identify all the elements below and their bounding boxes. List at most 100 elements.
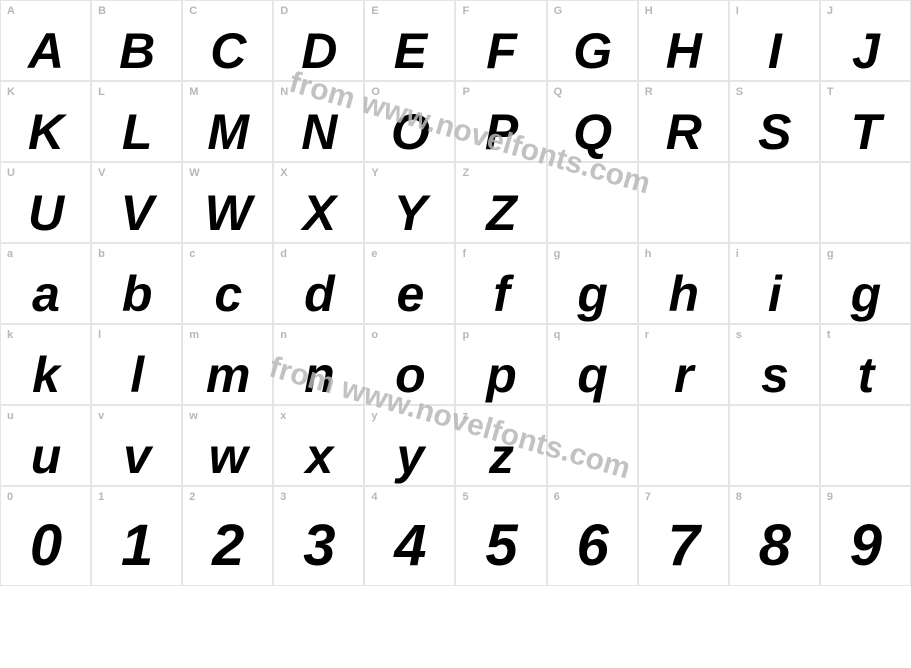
glyph-cell: 44 bbox=[364, 486, 455, 586]
cell-label: d bbox=[280, 248, 287, 260]
glyph-cell: EE bbox=[364, 0, 455, 81]
cell-label: W bbox=[189, 167, 199, 179]
cell-label: 3 bbox=[280, 491, 286, 503]
cell-label: R bbox=[645, 86, 653, 98]
glyph-cell: 99 bbox=[820, 486, 911, 586]
cell-label: y bbox=[371, 410, 377, 422]
glyph-cell: xx bbox=[273, 405, 364, 486]
cell-glyph: P bbox=[456, 107, 545, 157]
cell-label: n bbox=[280, 329, 287, 341]
glyph-cell: LL bbox=[91, 81, 182, 162]
glyph-cell: tt bbox=[820, 324, 911, 405]
cell-glyph: Z bbox=[456, 188, 545, 238]
cell-label: w bbox=[189, 410, 198, 422]
cell-label: Q bbox=[554, 86, 563, 98]
cell-label: o bbox=[371, 329, 378, 341]
glyph-cell: 88 bbox=[729, 486, 820, 586]
cell-glyph: 9 bbox=[821, 517, 910, 575]
cell-glyph: k bbox=[1, 350, 90, 400]
cell-label: h bbox=[645, 248, 652, 260]
cell-glyph: c bbox=[183, 269, 272, 319]
cell-glyph: f bbox=[456, 269, 545, 319]
cell-label: 1 bbox=[98, 491, 104, 503]
cell-label: O bbox=[371, 86, 380, 98]
cell-label: f bbox=[462, 248, 466, 260]
cell-label: P bbox=[462, 86, 469, 98]
glyph-cell: QQ bbox=[547, 81, 638, 162]
cell-label: p bbox=[462, 329, 469, 341]
cell-label: S bbox=[736, 86, 743, 98]
cell-label: X bbox=[280, 167, 287, 179]
cell-label: q bbox=[554, 329, 561, 341]
cell-label: 0 bbox=[7, 491, 13, 503]
glyph-cell: 66 bbox=[547, 486, 638, 586]
glyph-cell: rr bbox=[638, 324, 729, 405]
glyph-row: KKLLMMNNOOPPQQRRSSTT bbox=[0, 81, 911, 162]
glyph-cell: ww bbox=[182, 405, 273, 486]
cell-glyph: W bbox=[183, 188, 272, 238]
cell-glyph: t bbox=[821, 350, 910, 400]
cell-label: r bbox=[645, 329, 649, 341]
glyph-cell bbox=[638, 405, 729, 486]
cell-glyph: Y bbox=[365, 188, 454, 238]
cell-glyph: r bbox=[639, 350, 728, 400]
glyph-cell: ss bbox=[729, 324, 820, 405]
cell-glyph: v bbox=[92, 431, 181, 481]
glyph-cell: GG bbox=[547, 0, 638, 81]
glyph-cell: gg bbox=[820, 243, 911, 324]
glyph-cell: nn bbox=[273, 324, 364, 405]
cell-label: V bbox=[98, 167, 105, 179]
cell-glyph: 7 bbox=[639, 517, 728, 575]
font-specimen-container: AABBCCDDEEFFGGHHIIJJKKLLMMNNOOPPQQRRSSTT… bbox=[0, 0, 911, 586]
cell-label: u bbox=[7, 410, 14, 422]
glyph-cell: PP bbox=[455, 81, 546, 162]
glyph-cell: JJ bbox=[820, 0, 911, 81]
glyph-cell: KK bbox=[0, 81, 91, 162]
cell-label: G bbox=[554, 5, 563, 17]
cell-glyph: q bbox=[548, 350, 637, 400]
cell-glyph: M bbox=[183, 107, 272, 157]
glyph-cell: HH bbox=[638, 0, 729, 81]
cell-label: z bbox=[462, 410, 468, 422]
glyph-cell: hh bbox=[638, 243, 729, 324]
cell-glyph: F bbox=[456, 26, 545, 76]
cell-glyph: A bbox=[1, 26, 90, 76]
glyph-cell: UU bbox=[0, 162, 91, 243]
cell-glyph: E bbox=[365, 26, 454, 76]
cell-glyph: 4 bbox=[365, 517, 454, 575]
glyph-cell: YY bbox=[364, 162, 455, 243]
glyph-cell: qq bbox=[547, 324, 638, 405]
glyph-cell: XX bbox=[273, 162, 364, 243]
cell-label: g bbox=[827, 248, 834, 260]
cell-label: l bbox=[98, 329, 101, 341]
cell-label: Z bbox=[462, 167, 469, 179]
glyph-cell: pp bbox=[455, 324, 546, 405]
glyph-cell: FF bbox=[455, 0, 546, 81]
glyph-cell: TT bbox=[820, 81, 911, 162]
glyph-cell: vv bbox=[91, 405, 182, 486]
cell-label: m bbox=[189, 329, 199, 341]
cell-glyph: 0 bbox=[1, 517, 90, 575]
cell-label: s bbox=[736, 329, 742, 341]
cell-label: F bbox=[462, 5, 469, 17]
glyph-cell bbox=[729, 405, 820, 486]
cell-glyph: u bbox=[1, 431, 90, 481]
cell-glyph: i bbox=[730, 269, 819, 319]
cell-label: E bbox=[371, 5, 378, 17]
cell-label: k bbox=[7, 329, 13, 341]
cell-label: L bbox=[98, 86, 105, 98]
cell-glyph: e bbox=[365, 269, 454, 319]
cell-glyph: H bbox=[639, 26, 728, 76]
cell-label: A bbox=[7, 5, 15, 17]
cell-glyph: 6 bbox=[548, 517, 637, 575]
cell-glyph: N bbox=[274, 107, 363, 157]
cell-label: D bbox=[280, 5, 288, 17]
glyph-cell: VV bbox=[91, 162, 182, 243]
glyph-cell bbox=[547, 405, 638, 486]
cell-glyph: C bbox=[183, 26, 272, 76]
glyph-cell bbox=[820, 405, 911, 486]
cell-label: C bbox=[189, 5, 197, 17]
glyph-cell: ff bbox=[455, 243, 546, 324]
cell-label: T bbox=[827, 86, 834, 98]
cell-label: 4 bbox=[371, 491, 377, 503]
